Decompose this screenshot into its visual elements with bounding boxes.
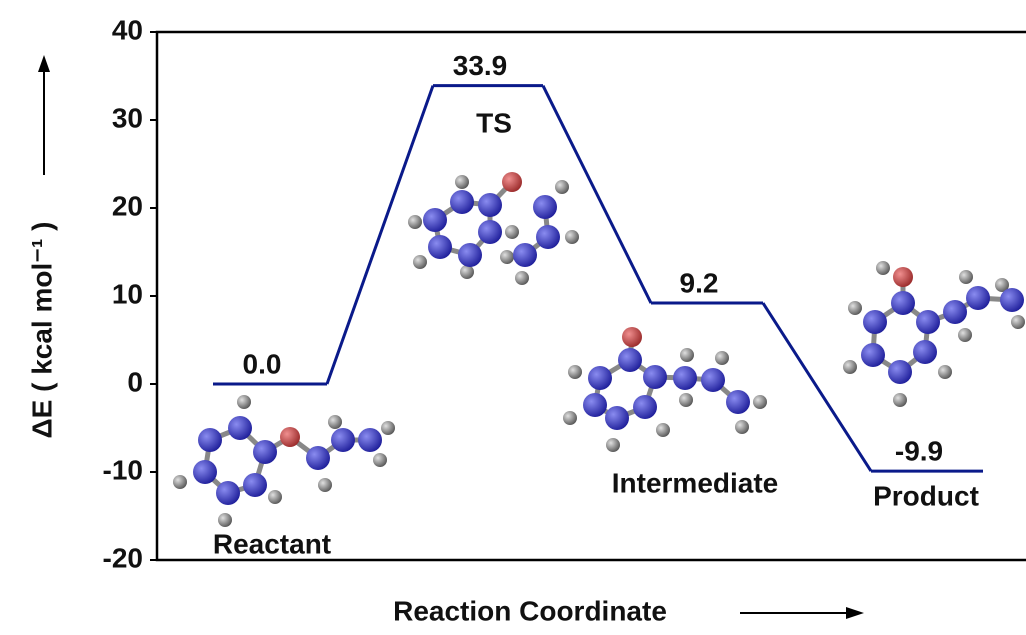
value-label: 33.9 xyxy=(453,50,508,81)
y-tick-label: 40 xyxy=(112,14,143,45)
category-label: TS xyxy=(476,107,512,138)
y-tick-label: 30 xyxy=(112,102,143,133)
connector xyxy=(763,303,871,471)
connector xyxy=(543,86,651,303)
y-tick-label: 20 xyxy=(112,190,143,221)
y-tick-label: 10 xyxy=(112,278,143,309)
chart: Reaction Coordinate ΔE ( kcal mol⁻¹ ) -2… xyxy=(0,0,1026,635)
category-label: Reactant xyxy=(213,528,331,559)
category-label: Intermediate xyxy=(612,467,779,498)
y-tick-label: 0 xyxy=(127,366,143,397)
value-label: -9.9 xyxy=(895,436,943,467)
x-axis-label: Reaction Coordinate xyxy=(393,595,667,626)
value-label: 0.0 xyxy=(243,348,282,379)
connector xyxy=(327,86,433,384)
y-tick-label: -10 xyxy=(103,454,143,485)
category-label: Product xyxy=(873,480,979,511)
y-tick-label: -20 xyxy=(103,542,143,573)
y-axis-label: ΔE ( kcal mol⁻¹ ) xyxy=(26,222,57,439)
value-label: 9.2 xyxy=(680,267,719,298)
x-axis-arrow xyxy=(740,607,864,619)
y-axis-arrow xyxy=(38,55,50,175)
molecules xyxy=(173,172,1025,527)
